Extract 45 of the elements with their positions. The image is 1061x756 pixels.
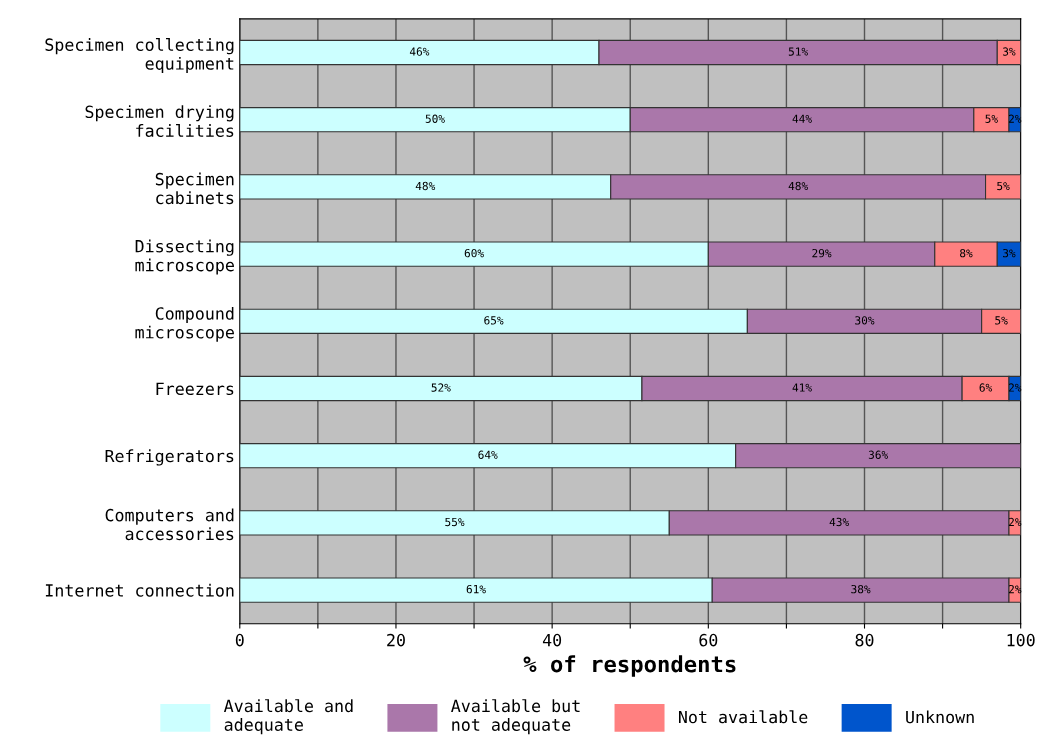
legend-label: Available and adequate <box>223 699 353 735</box>
y-tick-label: Dissecting microscope <box>135 239 234 275</box>
data-label: 6% <box>979 383 993 392</box>
legend-label: Not available <box>678 710 808 724</box>
data-label: 30% <box>855 316 875 325</box>
data-label: 64% <box>478 450 498 459</box>
data-label: 51% <box>788 47 808 56</box>
y-tick-label: Specimen collecting equipment <box>45 37 234 74</box>
data-label: 48% <box>415 181 436 191</box>
data-label: 3% <box>1003 248 1016 258</box>
y-tick-label: Specimen drying facilities <box>85 105 234 137</box>
x-tick-label: 60 <box>699 633 718 647</box>
data-label: 5% <box>997 181 1010 191</box>
data-label: 3% <box>1003 47 1016 56</box>
data-label: 5% <box>985 114 998 123</box>
y-tick-label: Computers and accessories <box>105 508 234 541</box>
data-label: 41% <box>792 383 812 392</box>
y-tick-label: Compound microscope <box>135 306 234 342</box>
legend-label: Available but not adequate <box>451 699 580 735</box>
data-label: 8% <box>960 248 973 258</box>
x-tick-label: 0 <box>235 633 244 647</box>
data-label: 65% <box>484 316 504 325</box>
data-label: 44% <box>792 114 812 123</box>
legend-label: Unknown <box>906 710 974 724</box>
x-tick-label: 40 <box>542 633 562 647</box>
data-label: 38% <box>851 584 871 594</box>
data-label: 50% <box>425 114 445 123</box>
data-label: 29% <box>812 248 832 258</box>
data-label: 48% <box>788 181 808 191</box>
data-label: 5% <box>995 316 1008 325</box>
data-label: 61% <box>466 584 486 594</box>
y-tick-label: Internet connection <box>45 583 234 597</box>
data-label: 46% <box>409 47 430 56</box>
y-tick-label: Refrigerators <box>105 449 234 466</box>
data-label: 55% <box>445 517 465 527</box>
data-label: 36% <box>868 450 889 459</box>
x-axis-title: % of respondents <box>523 655 736 677</box>
x-tick-label: 100 <box>1007 633 1035 647</box>
data-label: 60% <box>464 248 484 258</box>
y-tick-label: Specimen cabinets <box>155 172 234 205</box>
x-tick-label: 20 <box>387 633 405 647</box>
x-tick-label: 80 <box>855 633 874 647</box>
data-label: 52% <box>431 383 451 392</box>
y-tick-label: Freezers <box>156 382 234 396</box>
data-label: 43% <box>829 517 849 527</box>
